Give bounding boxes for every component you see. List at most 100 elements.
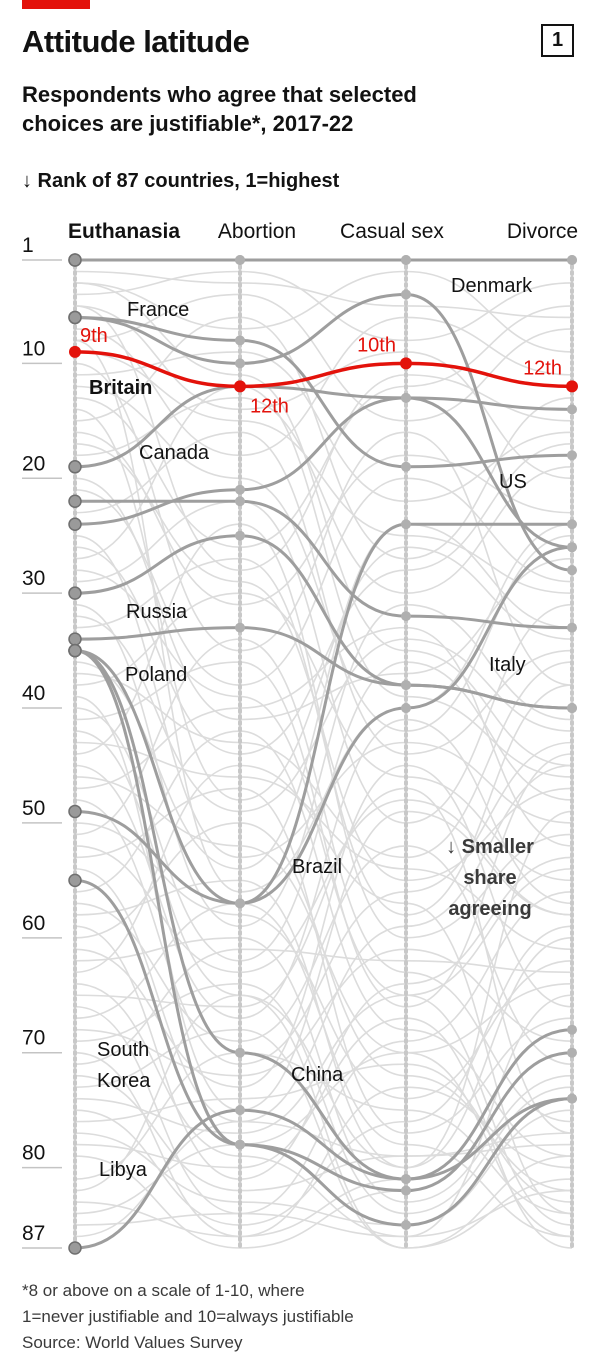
country-point <box>567 622 577 633</box>
country-point <box>235 484 245 495</box>
background-country-line <box>74 1109 573 1226</box>
background-country-line <box>74 316 573 457</box>
country-point <box>567 450 577 461</box>
slope-chart: 1 10 20 30 40 50 60 70 80 87 Euthanasia Abortion Cas… <box>22 220 578 1255</box>
background-country-line <box>74 1051 573 1215</box>
country-point <box>567 519 577 530</box>
background-country-line <box>74 282 573 767</box>
country-line <box>74 649 573 1181</box>
country-point <box>235 622 245 633</box>
background-country-line <box>74 994 573 1249</box>
country-line <box>74 626 573 710</box>
country-label: Russia <box>126 601 188 623</box>
country-line <box>74 522 572 905</box>
country-point <box>235 1139 245 1150</box>
background-country-line <box>74 1051 573 1238</box>
y-tick-label: 70 <box>22 1027 45 1050</box>
y-tick-label: 60 <box>22 912 45 935</box>
country-point <box>567 542 577 553</box>
category-label: Abortion <box>218 220 296 243</box>
britain-value-label: 10th <box>357 334 396 356</box>
footnote-line-2: 1=never justifiable and 10=always justif… <box>22 1307 354 1326</box>
background-country-line <box>74 534 573 859</box>
country-label: Britain <box>89 377 152 399</box>
y-axis-note: ↓ Rank of 87 countries, 1=highest <box>22 170 340 192</box>
background-country-line <box>74 948 573 1077</box>
country-point <box>567 404 577 415</box>
chart-title: Attitude latitude <box>22 24 250 59</box>
background-country-line <box>74 879 573 1169</box>
subtitle-line-1: Respondents who agree that selected <box>22 82 417 107</box>
britain-line <box>74 350 573 389</box>
background-country-line <box>74 351 573 594</box>
country-point <box>68 804 82 819</box>
country-line <box>74 384 573 469</box>
country-label: China <box>291 1064 344 1086</box>
background-country-line <box>74 730 573 1157</box>
background-country-line <box>74 351 573 503</box>
gridlines <box>22 259 62 1249</box>
footnote-line-1: *8 or above on a scale of 1-10, where <box>22 1281 305 1300</box>
background-country-line <box>74 695 573 1111</box>
category-label: Divorce <box>507 220 578 243</box>
country-label: Poland <box>125 664 187 686</box>
country-line <box>74 292 573 572</box>
country-point <box>567 1093 577 1104</box>
country-point <box>567 565 577 576</box>
background-country-line <box>74 305 573 571</box>
country-point <box>401 255 411 265</box>
country-label: Denmark <box>451 275 533 297</box>
britain-value-label: 12th <box>250 395 289 417</box>
background-country-line <box>74 902 573 1238</box>
country-point <box>401 1174 411 1185</box>
background-country-line <box>74 305 573 480</box>
country-point <box>401 289 411 300</box>
background-country-line <box>74 948 573 1065</box>
country-point <box>401 680 411 691</box>
country-point <box>235 335 245 346</box>
background-country-line <box>74 982 573 1238</box>
country-point <box>235 1047 245 1058</box>
country-point <box>401 703 411 714</box>
country-point <box>235 898 245 909</box>
country-point <box>567 1047 577 1058</box>
country-point <box>401 611 411 622</box>
country-point <box>68 494 82 509</box>
background-country-line <box>74 270 573 342</box>
country-point <box>68 873 82 888</box>
chart-number-badge: 1 <box>541 24 574 57</box>
chart-subtitle: Respondents who agree that selected choi… <box>22 80 492 138</box>
subtitle-line-2: choices are justifiable*, 2017-22 <box>22 111 354 136</box>
country-point <box>235 358 245 369</box>
y-tick-label: 80 <box>22 1142 45 1165</box>
footnote: *8 or above on a scale of 1-10, where 1=… <box>22 1278 354 1356</box>
background-country-line <box>74 270 573 353</box>
background-country-line <box>74 1189 573 1238</box>
country-label: Libya <box>99 1159 148 1181</box>
y-tick-label: 30 <box>22 567 45 590</box>
country-label: Canada <box>139 442 210 464</box>
y-tick-label: 1 <box>22 234 34 257</box>
country-line <box>74 396 573 549</box>
country-point <box>567 703 577 714</box>
country-point <box>68 517 82 531</box>
country-point <box>68 460 82 474</box>
category-label: Casual sex <box>340 220 444 243</box>
country-point <box>401 519 411 530</box>
country-point <box>235 255 245 265</box>
britain-point <box>69 345 81 358</box>
background-country-line <box>74 339 573 893</box>
country-point <box>68 632 82 646</box>
country-point <box>401 1185 411 1196</box>
source-line: Source: World Values Survey <box>22 1333 243 1352</box>
highlighted-lines <box>68 253 577 1255</box>
y-tick-label: 20 <box>22 452 45 475</box>
category-label: Euthanasia <box>68 220 180 243</box>
country-point <box>68 253 82 267</box>
britain-value-label: 12th <box>523 357 562 379</box>
country-point <box>235 1105 245 1116</box>
country-point <box>68 643 82 658</box>
background-country-line <box>74 741 573 951</box>
britain-value-label: 9th <box>80 325 108 347</box>
chart-annotation: ↓ Smaller share agreeing <box>446 836 534 920</box>
